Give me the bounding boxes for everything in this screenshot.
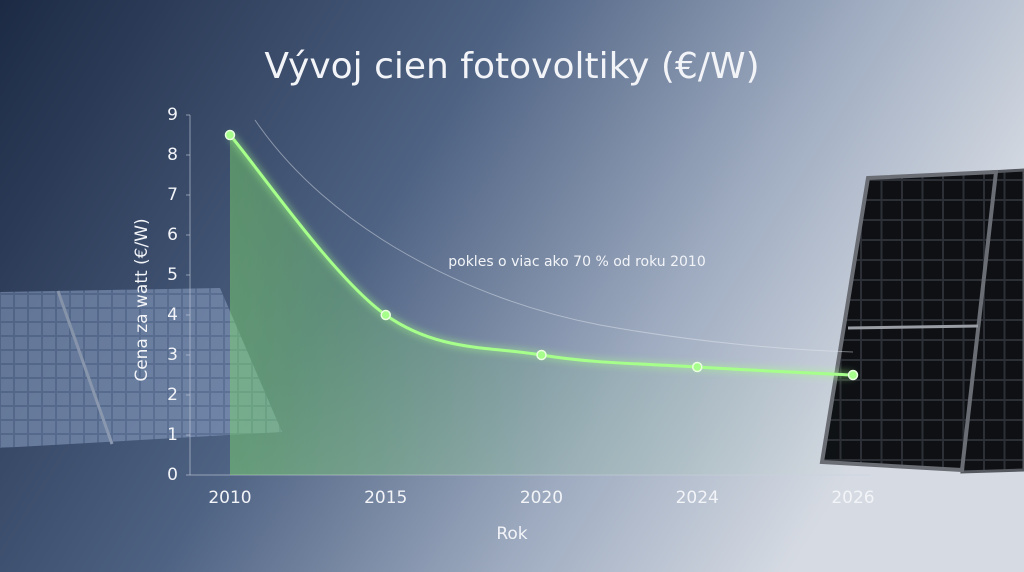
- y-axis-label: Cena za watt (€/W): [132, 218, 152, 381]
- solar-panel-left: [0, 288, 282, 448]
- solar-panel-right: [819, 168, 1024, 474]
- x-tick-label: 2026: [831, 488, 874, 508]
- x-tick-label: 2015: [364, 488, 407, 508]
- x-axis-label: Rok: [496, 524, 527, 544]
- x-tick-label: 2010: [208, 488, 251, 508]
- y-tick-label: 8: [167, 145, 178, 165]
- trend-guide: [254, 119, 854, 353]
- chart-title: Vývoj cien fotovoltiky (€/W): [264, 46, 759, 87]
- y-tick-label: 9: [167, 105, 178, 125]
- x-tick-label: 2024: [676, 488, 719, 508]
- y-tick-label: 3: [167, 345, 178, 365]
- y-tick-label: 2: [167, 385, 178, 405]
- y-tick-label: 1: [167, 425, 178, 445]
- line: [228, 134, 854, 377]
- y-tick-label: 4: [167, 305, 178, 325]
- point: [536, 349, 547, 361]
- point: [380, 309, 391, 321]
- y-tick-label: 6: [167, 225, 178, 245]
- point: [224, 129, 236, 141]
- point: [692, 361, 703, 373]
- annotation: pokles o viac ako 70 % od roku 2010: [448, 254, 706, 270]
- x-tick-label: 2020: [520, 488, 563, 508]
- y-tick-label: 7: [167, 185, 178, 205]
- y-tick-label: 5: [167, 265, 178, 285]
- point: [847, 369, 859, 381]
- area-fill: [230, 135, 853, 475]
- y-tick-label: 0: [167, 465, 178, 485]
